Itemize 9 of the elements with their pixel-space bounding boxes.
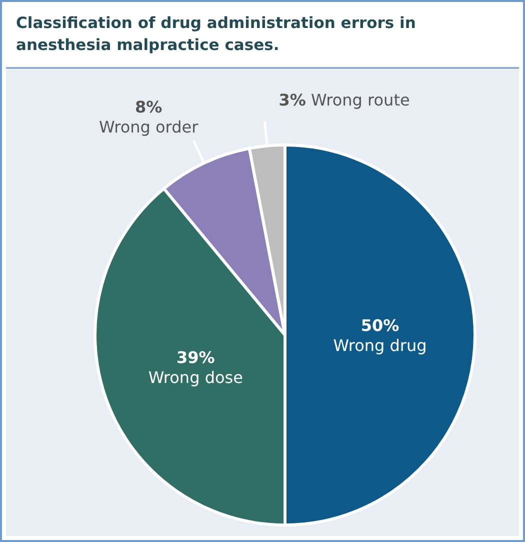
- data-label: 3%: [278, 90, 306, 110]
- slice-label: Wrong dose: [148, 368, 243, 388]
- slice-label: Wrong route: [306, 90, 410, 110]
- data-label: 39%: [176, 348, 215, 368]
- chart-title: Classification of drug administration errors in anesthesia malpractice cases.: [16, 14, 416, 54]
- slice-label: Wrong drug: [333, 336, 427, 355]
- slice-label: Wrong order: [99, 118, 199, 137]
- data-label: 50%: [360, 316, 400, 335]
- data-label: 8%: [135, 98, 162, 117]
